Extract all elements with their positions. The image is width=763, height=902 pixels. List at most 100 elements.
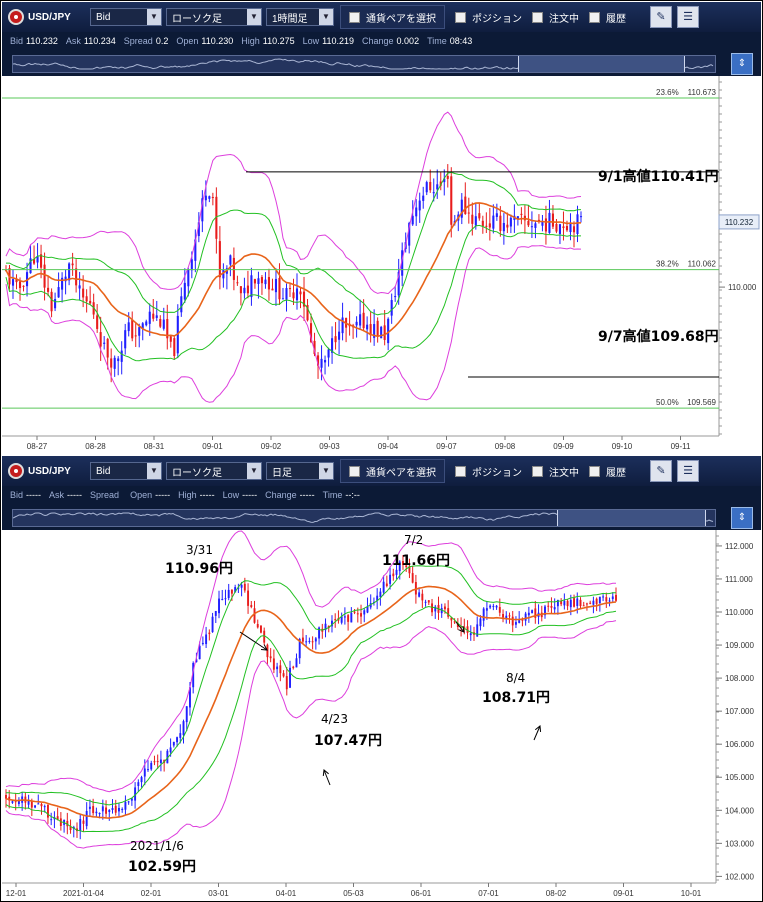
- chart-type-select[interactable]: ローソク足 ▼: [166, 462, 262, 480]
- candle-body: [269, 656, 272, 659]
- candle-body: [450, 617, 453, 621]
- candle-body: [124, 330, 127, 349]
- position-label: ポジション: [472, 13, 522, 25]
- timeframe-select[interactable]: 日足 ▼: [266, 462, 334, 480]
- candle-body: [50, 819, 53, 821]
- order-checkbox[interactable]: 注文中: [532, 464, 579, 479]
- candle-body: [222, 270, 225, 279]
- checkbox-icon: [589, 11, 600, 23]
- x-tick-label: 09-04: [378, 442, 399, 451]
- timeframe-value: 日足: [272, 467, 292, 479]
- y-tick-label: 106.000: [725, 740, 754, 749]
- candle-body: [316, 355, 320, 366]
- candle-body: [380, 326, 383, 339]
- candle-body: [43, 264, 46, 288]
- candle-body: [495, 605, 498, 608]
- candle-body: [69, 826, 72, 831]
- candle-body: [573, 598, 576, 607]
- candle-body: [387, 318, 390, 344]
- candle-body: [595, 598, 598, 604]
- hourly-chart[interactable]: 110.000 08-27 08-28 08-31 09-01 09-02 09-03 09-…: [2, 76, 761, 454]
- annotation-price-0106: 102.59円: [128, 859, 197, 875]
- navigator-selection[interactable]: [557, 510, 707, 526]
- candle-body: [562, 226, 565, 229]
- ask-label: Ask: [49, 490, 65, 500]
- candle-body: [602, 596, 605, 598]
- pair-label[interactable]: USD/JPY: [28, 465, 71, 477]
- candle-body: [598, 596, 601, 604]
- candle-body: [373, 324, 376, 338]
- arrow-0423: [323, 769, 331, 786]
- candle-body: [127, 322, 130, 332]
- daily-chart[interactable]: 112.000 111.000 110.000 109.000 108.000 107.0…: [2, 530, 761, 901]
- ask-value: -----: [67, 490, 83, 500]
- fibonacci-level-label: 50.0%: [656, 398, 679, 407]
- pair-select-button[interactable]: 通貨ペアを選択: [340, 459, 445, 483]
- candle-body: [341, 317, 344, 334]
- candle-body: [105, 807, 108, 814]
- candle-body: [266, 644, 269, 658]
- timeframe-select[interactable]: 1時間足 ▼: [266, 8, 334, 26]
- candle-body: [143, 768, 146, 777]
- chart-panel-daily: USD/JPY Bid ▼ ローソク足 ▼ 日足 ▼ 通貨ペアを選択 ポジション 注文…: [2, 456, 761, 901]
- x-tick-label: 04-01: [276, 889, 297, 898]
- x-tick-label: 09-08: [495, 442, 516, 451]
- candle-body: [414, 582, 417, 595]
- navigator-selection[interactable]: [518, 56, 686, 72]
- candle-body: [474, 216, 477, 226]
- candle-body: [239, 286, 242, 294]
- candle-body: [11, 801, 14, 803]
- candle-body: [318, 627, 321, 639]
- candle-body: [548, 212, 551, 233]
- spread-label: Spread: [90, 490, 120, 500]
- arrow-0423-head: [322, 769, 329, 777]
- candle-body: [201, 642, 204, 644]
- position-checkbox[interactable]: ポジション: [455, 10, 522, 25]
- chart-panel-hourly: USD/JPY Bid ▼ ローソク足 ▼ 1時間足 ▼ 通貨ペアを選択 ポジション …: [2, 2, 761, 454]
- history-checkbox[interactable]: 履歴: [589, 10, 626, 25]
- candle-body: [359, 314, 362, 326]
- candle-body: [550, 605, 553, 608]
- candle-body: [405, 565, 408, 568]
- candle-body: [195, 659, 198, 663]
- candle-body: [443, 606, 446, 610]
- position-checkbox[interactable]: ポジション: [455, 464, 522, 479]
- candle-body: [98, 813, 101, 815]
- price-type-select[interactable]: Bid ▼: [90, 8, 162, 26]
- change-value: -----: [299, 490, 315, 500]
- candle-body: [582, 605, 585, 607]
- candle-body: [340, 616, 343, 623]
- candle-body: [14, 801, 17, 803]
- pair-label[interactable]: USD/JPY: [28, 11, 71, 23]
- navigator-track[interactable]: [12, 509, 716, 527]
- pair-select-button[interactable]: 通貨ペアを選択: [340, 5, 445, 29]
- lock-icon[interactable]: ⇕: [731, 507, 753, 529]
- settings-list-icon[interactable]: ☰: [677, 6, 699, 28]
- history-checkbox[interactable]: 履歴: [589, 464, 626, 479]
- moving-average-line: [5, 585, 617, 819]
- candle-body: [366, 606, 369, 613]
- candle-body: [485, 225, 488, 227]
- candle-body: [176, 737, 179, 743]
- draw-tool-icon[interactable]: ✎: [650, 6, 672, 28]
- settings-list-icon[interactable]: ☰: [677, 460, 699, 482]
- x-tick-label: 07-01: [478, 889, 499, 898]
- candle-body: [117, 807, 120, 812]
- candle-body: [95, 811, 98, 814]
- candle-body: [363, 610, 366, 615]
- draw-tool-icon[interactable]: ✎: [650, 460, 672, 482]
- candle-body: [190, 259, 193, 271]
- candle-body: [15, 278, 18, 283]
- candle-body: [350, 612, 353, 623]
- navigator-track[interactable]: [12, 55, 716, 73]
- chevron-down-icon: ▼: [319, 9, 333, 25]
- candle-body: [492, 605, 495, 607]
- lock-icon[interactable]: ⇕: [731, 53, 753, 75]
- candle-body: [153, 761, 156, 763]
- chart-type-select[interactable]: ローソク足 ▼: [166, 8, 262, 26]
- candle-body: [295, 288, 299, 301]
- price-type-select[interactable]: Bid ▼: [90, 462, 162, 480]
- order-checkbox[interactable]: 注文中: [532, 10, 579, 25]
- bollinger-band-2sigma-upper: [5, 111, 582, 295]
- x-tick-label: 08-31: [144, 442, 165, 451]
